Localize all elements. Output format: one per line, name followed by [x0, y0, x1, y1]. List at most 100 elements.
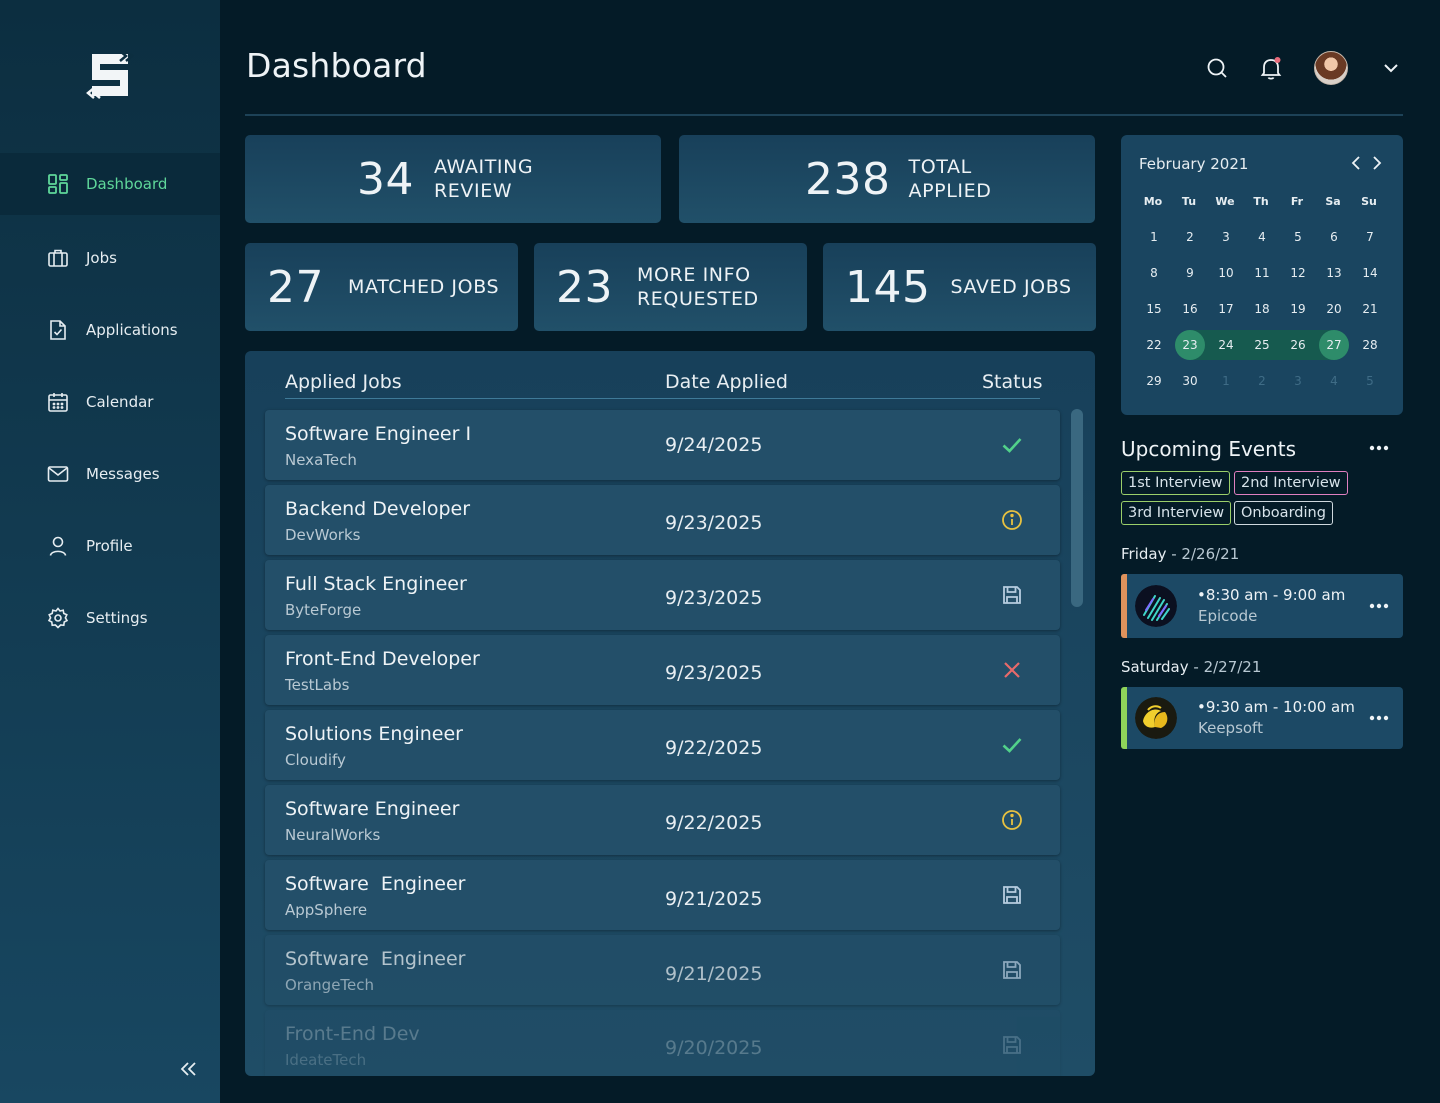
table-row[interactable]: Front-End Developer TestLabs 9/23/2025 [265, 635, 1060, 705]
stat-saved-jobs[interactable]: 145 SAVED JOBS [823, 243, 1096, 331]
calendar-day[interactable]: 8 [1150, 266, 1158, 280]
calendar-widget: February 2021 Mo Tu We Th Fr Sa Su [1121, 135, 1403, 415]
sidebar-item-jobs[interactable]: Jobs [0, 227, 220, 289]
table-row[interactable]: Full Stack Engineer ByteForge 9/23/2025 [265, 560, 1060, 630]
event-tag-2nd-interview[interactable]: 2nd Interview [1234, 471, 1348, 495]
calendar-day[interactable]: 23 [1175, 330, 1205, 360]
status-saved-icon [1003, 586, 1021, 604]
weekday-label: Mo [1143, 195, 1163, 208]
sidebar-item-dashboard[interactable]: Dashboard [0, 153, 220, 215]
stat-matched-jobs[interactable]: 27 MATCHED JOBS [245, 243, 518, 331]
stat-label: APPLIED [908, 180, 992, 202]
more-options-icon[interactable] [1368, 443, 1390, 453]
job-date: 9/23/2025 [665, 587, 763, 609]
chevron-down-icon[interactable] [1377, 54, 1405, 82]
calendar-day[interactable]: 20 [1326, 302, 1342, 316]
calendar-day[interactable]: 2 [1258, 374, 1266, 388]
calendar-day[interactable]: 6 [1330, 230, 1338, 244]
table-row[interactable]: Backend Developer DevWorks 9/23/2025 [265, 485, 1060, 555]
table-row[interactable]: Software Engineer OrangeTech 9/21/2025 [265, 935, 1060, 1005]
calendar-day[interactable]: 28 [1362, 338, 1378, 352]
calendar-day[interactable]: 30 [1182, 374, 1198, 388]
event-card[interactable]: •9:30 am - 10:00 am Keepsoft [1121, 687, 1403, 749]
sidebar-item-messages[interactable]: Messages [0, 443, 220, 505]
app-logo[interactable] [82, 48, 138, 102]
stat-more-info-requested[interactable]: 23 MORE INFO REQUESTED [534, 243, 807, 331]
calendar-day[interactable]: 7 [1366, 230, 1374, 244]
calendar-day[interactable]: 9 [1186, 266, 1194, 280]
job-title: Front-End Developer [285, 648, 480, 670]
table-row[interactable]: Front-End Dev IdeateTech 9/20/2025 [265, 1010, 1060, 1076]
calendar-day[interactable]: 3 [1294, 374, 1302, 388]
document-check-icon [46, 318, 70, 342]
calendar-day[interactable]: 1 [1222, 374, 1230, 388]
calendar-day[interactable]: 11 [1254, 266, 1270, 280]
calendar-day[interactable]: 3 [1222, 230, 1230, 244]
user-icon [46, 534, 70, 558]
sidebar-item-label: Profile [86, 537, 133, 555]
calendar-day[interactable]: 2 [1186, 230, 1194, 244]
calendar-day[interactable]: 18 [1254, 302, 1270, 316]
sidebar-item-profile[interactable]: Profile [0, 515, 220, 577]
search-icon[interactable] [1203, 54, 1231, 82]
calendar-day[interactable]: 21 [1362, 302, 1378, 316]
event-tag-3rd-interview[interactable]: 3rd Interview [1121, 501, 1232, 525]
jobs-scrollbar[interactable] [1071, 409, 1083, 607]
event-tag-1st-interview[interactable]: 1st Interview [1121, 471, 1230, 495]
calendar-day[interactable]: 12 [1290, 266, 1306, 280]
event-card[interactable]: •8:30 am - 9:00 am Epicode [1121, 574, 1403, 638]
event-tag-onboarding[interactable]: Onboarding [1234, 501, 1333, 525]
calendar-day[interactable]: 10 [1218, 266, 1234, 280]
table-row[interactable]: Solutions Engineer Cloudify 9/22/2025 [265, 710, 1060, 780]
stat-awaiting-review[interactable]: 34 AWAITING REVIEW [245, 135, 661, 223]
table-row[interactable]: Software Engineer NeuralWorks 9/22/2025 [265, 785, 1060, 855]
user-avatar[interactable] [1314, 51, 1348, 85]
calendar-day[interactable]: 25 [1254, 338, 1270, 352]
column-header-status[interactable]: Status [982, 371, 1043, 393]
calendar-day[interactable]: 17 [1218, 302, 1234, 316]
notification-bell-icon[interactable] [1257, 54, 1285, 82]
weekday-label: Su [1361, 195, 1377, 208]
event-accent-bar [1121, 687, 1127, 749]
chevron-left-icon[interactable] [1349, 155, 1363, 171]
calendar-day[interactable]: 4 [1258, 230, 1266, 244]
calendar-day[interactable]: 24 [1218, 338, 1234, 352]
collapse-sidebar-icon[interactable] [176, 1058, 200, 1080]
page-title: Dashboard [246, 46, 427, 85]
sidebar-item-label: Messages [86, 465, 160, 483]
calendar-day[interactable]: 29 [1146, 374, 1162, 388]
calendar-day[interactable]: 4 [1330, 374, 1338, 388]
job-company: DevWorks [285, 526, 361, 544]
event-day-name: Saturday [1121, 658, 1189, 676]
event-day-date: 2/27/21 [1203, 658, 1262, 676]
stat-label: MATCHED JOBS [348, 276, 500, 298]
sidebar-item-settings[interactable]: Settings [0, 587, 220, 649]
weekday-label: Sa [1325, 195, 1341, 208]
column-header-job[interactable]: Applied Jobs [285, 371, 402, 393]
sidebar-item-applications[interactable]: Applications [0, 299, 220, 361]
calendar-day[interactable]: 26 [1290, 338, 1306, 352]
calendar-day[interactable]: 15 [1146, 302, 1162, 316]
weekday-label: Fr [1290, 195, 1304, 208]
calendar-day[interactable]: 1 [1150, 230, 1158, 244]
sidebar-item-calendar[interactable]: Calendar [0, 371, 220, 433]
calendar-day[interactable]: 16 [1182, 302, 1198, 316]
calendar-day[interactable]: 14 [1362, 266, 1378, 280]
calendar-day[interactable]: 22 [1146, 338, 1162, 352]
calendar-day[interactable]: 5 [1366, 374, 1374, 388]
calendar-day[interactable]: 5 [1294, 230, 1302, 244]
chevron-right-icon[interactable] [1370, 155, 1384, 171]
table-row[interactable]: Software Engineer AppSphere 9/21/2025 [265, 860, 1060, 930]
table-row[interactable]: Software Engineer I NexaTech 9/24/2025 [265, 410, 1060, 480]
sidebar-item-label: Settings [86, 609, 148, 627]
event-time: •9:30 am - 10:00 am [1197, 698, 1355, 716]
event-more-options-icon[interactable] [1368, 601, 1390, 611]
event-more-options-icon[interactable] [1368, 713, 1390, 723]
stat-total-applied[interactable]: 238 TOTAL APPLIED [679, 135, 1095, 223]
calendar-day[interactable]: 27 [1319, 330, 1349, 360]
job-title: Solutions Engineer [285, 723, 463, 745]
stat-label: REVIEW [434, 180, 513, 202]
column-header-date[interactable]: Date Applied [665, 371, 788, 393]
calendar-day[interactable]: 19 [1290, 302, 1306, 316]
calendar-day[interactable]: 13 [1326, 266, 1342, 280]
